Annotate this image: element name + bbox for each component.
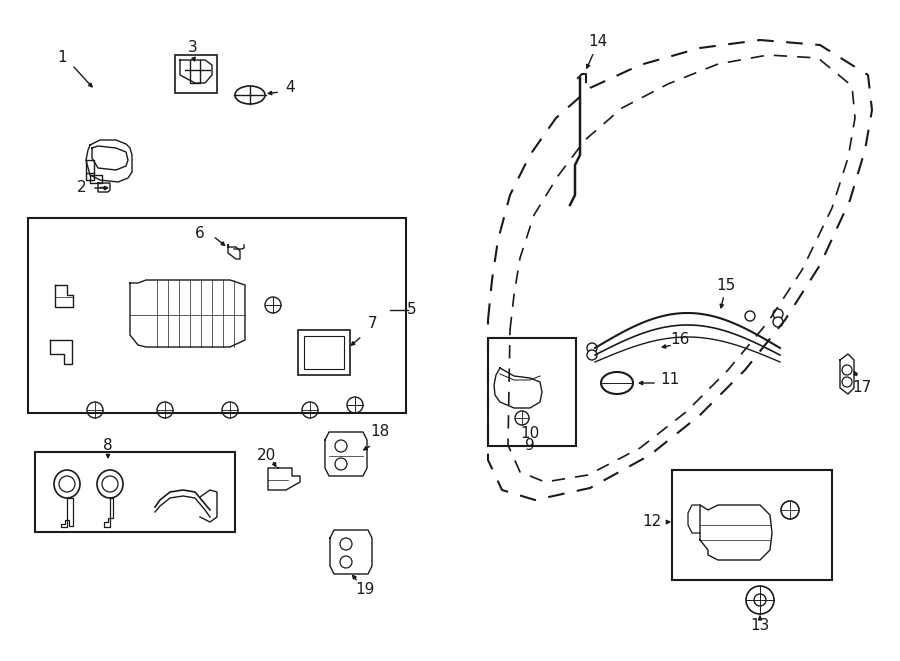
Bar	[488, 338, 576, 446]
Bar	[298, 330, 350, 375]
Text: 2: 2	[77, 180, 86, 196]
Text: 16: 16	[670, 332, 689, 348]
Text: 11: 11	[661, 373, 680, 387]
Bar	[672, 470, 832, 580]
Text: 10: 10	[520, 426, 540, 442]
Text: 4: 4	[285, 79, 295, 95]
Bar	[28, 218, 406, 413]
Circle shape	[745, 311, 755, 321]
Text: 14: 14	[589, 34, 608, 50]
Circle shape	[587, 350, 597, 360]
Text: 9: 9	[525, 438, 535, 453]
Text: 17: 17	[852, 381, 871, 395]
Text: 3: 3	[188, 40, 198, 54]
Bar	[35, 452, 235, 532]
Text: 20: 20	[256, 447, 275, 463]
Text: 8: 8	[104, 438, 112, 453]
Bar	[304, 336, 344, 369]
Text: 13: 13	[751, 619, 770, 633]
Circle shape	[773, 317, 783, 327]
Text: 7: 7	[368, 315, 378, 330]
Bar	[175, 55, 217, 93]
Circle shape	[773, 309, 783, 319]
Text: 18: 18	[371, 424, 390, 440]
Text: 5: 5	[407, 303, 417, 317]
Text: 6: 6	[195, 225, 205, 241]
Text: 15: 15	[716, 278, 735, 293]
Text: 1: 1	[58, 50, 67, 65]
Text: 19: 19	[356, 582, 374, 598]
Circle shape	[587, 343, 597, 353]
Text: 12: 12	[643, 514, 662, 529]
